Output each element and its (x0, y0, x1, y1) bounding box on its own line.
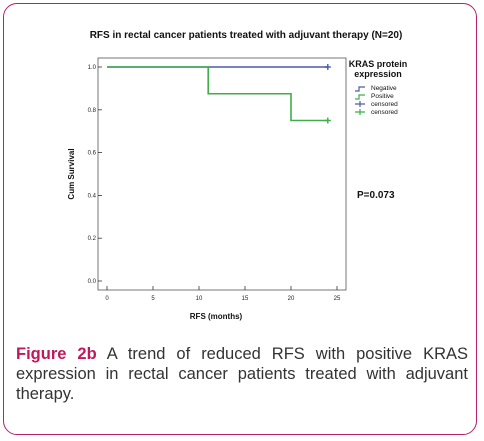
legend-title-line2: expression (354, 69, 402, 79)
legend-swatch-censored-negative (355, 101, 365, 107)
caption-label: Figure 2b (16, 345, 97, 363)
figure-caption: Figure 2b A trend of reduced RFS with po… (16, 344, 468, 404)
x-tick-label: 10 (196, 296, 203, 302)
series-layer (107, 64, 331, 124)
y-tick-label: 0.6 (88, 151, 97, 157)
x-tick-label: 20 (288, 296, 295, 302)
legend-label-positive: Positive (371, 93, 394, 100)
legend-swatch-negative (355, 86, 365, 92)
caption-text: A trend of reduced RFS with positive KRA… (16, 345, 468, 403)
y-tick-label: 0.4 (88, 193, 97, 199)
legend-label-negative: Negative (371, 85, 397, 92)
y-tick-label: 0.0 (88, 279, 97, 285)
censor-mark-negative (324, 64, 331, 70)
p-value-annotation: P=0.073 (357, 190, 395, 201)
y-tick-label: 1.0 (88, 65, 97, 71)
chart-title: RFS in rectal cancer patients treated wi… (90, 30, 403, 41)
km-line-positive (107, 66, 328, 122)
axes: 0.0 0.2 0.4 0.6 0.8 1.0 0 5 10 15 20 25 (88, 57, 347, 302)
legend-label-censored-1: censored (371, 101, 398, 108)
y-tick-label: 0.8 (88, 108, 97, 114)
figure-frame (3, 3, 477, 435)
x-axis-label: RFS (months) (190, 312, 243, 321)
x-tick-label: 15 (242, 296, 249, 302)
legend-swatch-positive (355, 94, 365, 100)
legend-swatch-censored-positive (355, 109, 365, 115)
plot-frame (97, 57, 347, 291)
x-tick-label: 0 (105, 296, 109, 302)
legend-title-line1: KRAS protein (349, 59, 408, 69)
x-tick-label: 25 (334, 296, 341, 302)
legend: KRAS protein expression Negative Positiv… (349, 59, 408, 116)
y-tick-label: 0.2 (88, 236, 97, 242)
km-chart: RFS in rectal cancer patients treated wi… (67, 30, 408, 321)
y-axis-label: Cum Survival (67, 148, 76, 199)
censor-mark-positive (324, 117, 331, 124)
x-tick-label: 5 (151, 296, 155, 302)
legend-label-censored-2: censored (371, 109, 398, 116)
